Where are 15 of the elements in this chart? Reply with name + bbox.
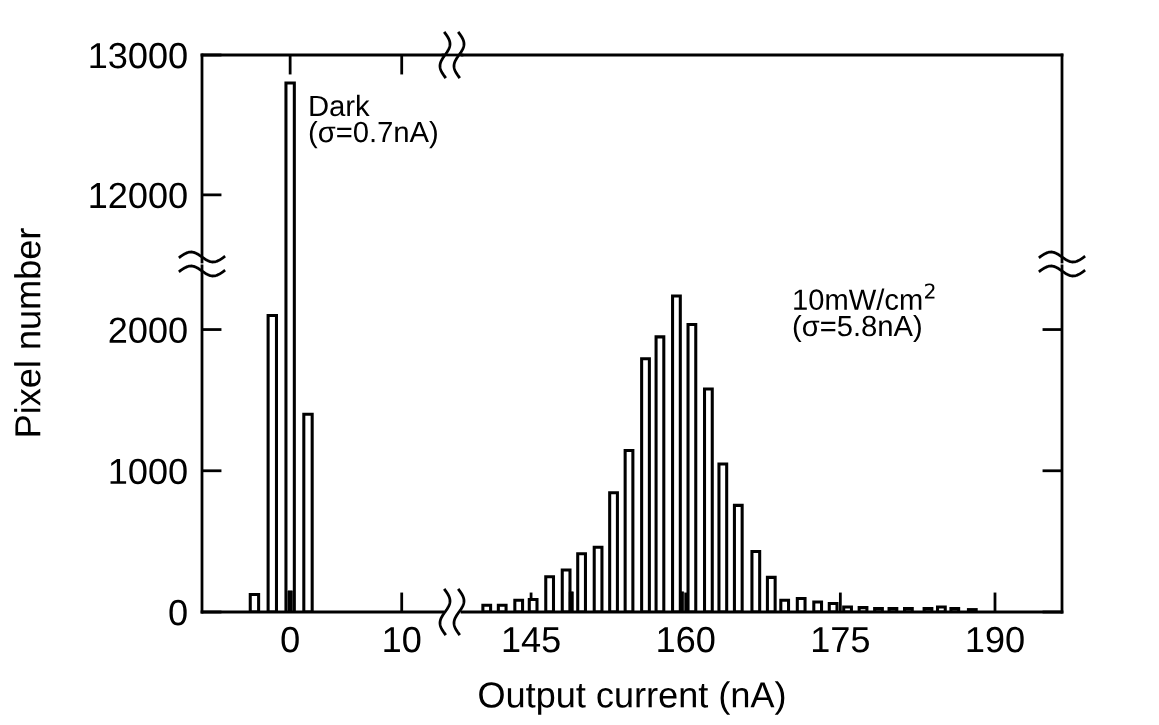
x-tick-label: 160 bbox=[658, 626, 715, 653]
annotation: 10mW/cm$^{2}$ (σ=5.8nA) bbox=[793, 283, 935, 343]
y-tick-label: 12000 bbox=[90, 182, 187, 209]
x-tick-label: 175 bbox=[812, 627, 869, 653]
x-tick-label: 0 bbox=[281, 626, 299, 653]
y-tick-label: 2000 bbox=[109, 317, 187, 343]
y-tick-label: 0 bbox=[169, 599, 187, 626]
y-axis-title: Pixel number bbox=[14, 228, 41, 436]
annotation: Dark (σ=0.7nA) bbox=[309, 94, 437, 149]
y-tick-label: 1000 bbox=[110, 458, 187, 485]
x-tick-label: 10 bbox=[384, 626, 421, 653]
y-tick-label: 13000 bbox=[90, 42, 187, 69]
x-axis-title: Output current (nA) bbox=[479, 681, 785, 715]
x-tick-label: 190 bbox=[967, 626, 1024, 653]
x-tick-label: 145 bbox=[503, 627, 560, 653]
